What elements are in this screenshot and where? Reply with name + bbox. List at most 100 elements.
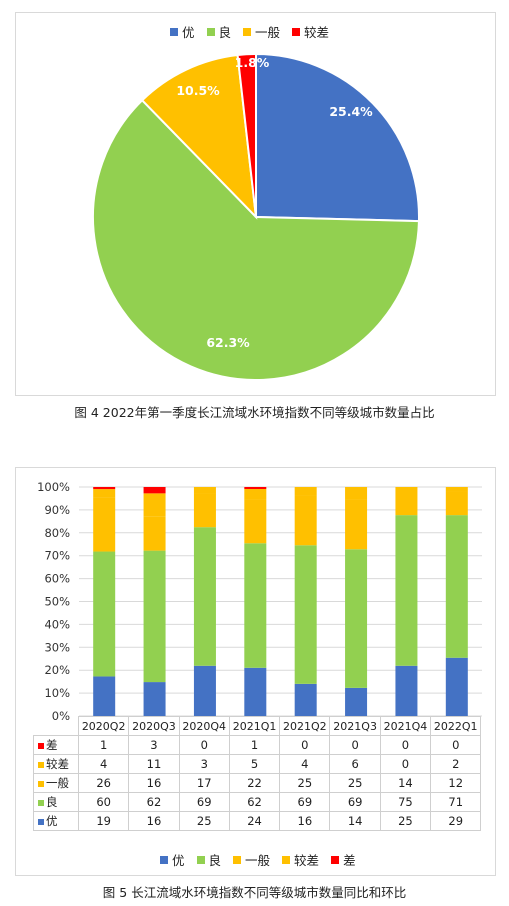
table-cell: 14: [329, 811, 381, 831]
table-row-name: 较差: [46, 757, 69, 771]
pie-legend-label: 良: [218, 25, 232, 40]
table-cell: 0: [379, 735, 432, 755]
table-cell: 2: [430, 754, 482, 774]
pie-chart: 25.4% 62.3% 10.5% 1.8%: [92, 52, 420, 381]
y-tick-label: 80%: [44, 526, 70, 540]
pie-slice: [92, 98, 420, 381]
bar-segment: [294, 545, 317, 684]
table-cell: 69: [279, 792, 331, 812]
table-row-swatch: [38, 761, 44, 768]
pie-legend-label: 较差: [304, 25, 330, 40]
y-tick-label: 0%: [52, 709, 70, 720]
y-tick-label: 100%: [37, 480, 70, 494]
pie-legend: 优 良 一般 较差: [170, 22, 329, 41]
table-row-label: 良: [33, 792, 79, 812]
table-row: 较差 4 11 3 5 4 6 0 2: [33, 754, 482, 774]
pie-data-label: 10.5%: [176, 83, 220, 98]
table-row-name: 一般: [46, 776, 69, 790]
bar-segment: [445, 487, 468, 492]
table-cell: 16: [279, 811, 331, 831]
bar-segment: [294, 487, 317, 496]
table-cell: 25: [329, 773, 381, 793]
table-cell: 69: [329, 792, 381, 812]
bar-segment: [395, 665, 418, 716]
table-cell: 11: [128, 754, 180, 774]
table-row-swatch: [38, 799, 44, 806]
pie-legend-swatch: [170, 27, 178, 36]
table-cell: 14: [379, 773, 432, 793]
table-cell: 3: [178, 754, 230, 774]
table-cell: 29: [430, 811, 482, 831]
table-cell: 0: [329, 735, 381, 755]
bar-segment: [345, 487, 368, 500]
bar-segment: [244, 543, 267, 668]
table-cell: 25: [178, 811, 230, 831]
table-cell: 26: [77, 773, 130, 793]
pie-data-label: 62.3%: [206, 335, 250, 350]
data-table: 2020Q2 2020Q3 2020Q4 2021Q1 2021Q2 2021Q3 2021…: [33, 716, 482, 831]
table-row-swatch: [38, 818, 44, 825]
bar-legend-swatch: [196, 855, 205, 864]
x-tick-label: 2021Q2: [279, 716, 331, 736]
table-row-name: 差: [46, 738, 58, 752]
bar-legend-item: 差: [331, 850, 356, 869]
table-cell: 69: [178, 792, 230, 812]
bar-segment: [445, 657, 468, 716]
table-cell: 4: [279, 754, 331, 774]
bar-segment: [143, 487, 166, 494]
pie-legend-item: 一般: [243, 22, 280, 41]
pie-slice: [236, 52, 257, 218]
pie-slice: [140, 53, 258, 220]
pie-data-label: 1.8%: [235, 55, 270, 70]
x-tick-label: 2021Q4: [379, 716, 432, 736]
pie-legend-label: 优: [182, 25, 195, 40]
bar-segment: [345, 687, 368, 716]
bar-segment: [93, 489, 116, 498]
bar-legend-swatch: [160, 855, 168, 864]
table-cell: 60: [77, 792, 130, 812]
bar-legend-item: 优: [160, 850, 185, 869]
table-row-swatch: [38, 780, 44, 787]
y-tick-label: 90%: [44, 503, 70, 517]
table-cell: 25: [379, 811, 432, 831]
bar-segment: [244, 499, 267, 544]
pie-legend-item: 较差: [292, 22, 329, 41]
bar-segment: [345, 549, 368, 688]
pie-legend-swatch: [206, 27, 215, 36]
bar-legend-item: 较差: [282, 850, 319, 869]
table-cell: 1: [77, 735, 130, 755]
bar-segment: [143, 550, 166, 683]
table-row: 良 60 62 69 62 69 69 75 71: [33, 792, 482, 812]
bar-segment: [193, 527, 216, 666]
bar-segment: [395, 515, 418, 666]
table-corner: [33, 716, 79, 736]
table-cell: 71: [430, 792, 482, 812]
table-cell: 16: [128, 811, 180, 831]
bar-segment: [294, 683, 317, 716]
y-tick-label: 20%: [44, 663, 70, 677]
bar-segment: [93, 487, 116, 490]
pie-data-label: 25.4%: [329, 104, 373, 119]
table-row-name: 优: [46, 814, 58, 828]
pie-legend-swatch: [243, 27, 252, 36]
table-cell: 0: [279, 735, 331, 755]
table-cell: 0: [379, 754, 432, 774]
bar-legend-item: 一般: [233, 850, 270, 869]
table-row-label: 差: [33, 735, 79, 755]
bar-segment: [93, 497, 116, 552]
bar-segment: [244, 667, 267, 716]
x-tick-label: 2020Q2: [77, 716, 130, 736]
table-cell: 62: [228, 792, 281, 812]
pie-legend-item: 良: [206, 22, 232, 41]
bar-legend: 优 良 一般 较差 差: [160, 850, 356, 869]
table-row-label: 一般: [33, 773, 79, 793]
pie-slice: [255, 52, 420, 223]
stacked-bar-chart: 0% 10% 20% 30% 40% 50% 60% 70% 80% 90% 100%: [37, 480, 482, 720]
bar-segment: [345, 499, 368, 550]
table-cell: 25: [279, 773, 331, 793]
table-cell: 3: [128, 735, 180, 755]
pie-legend-label: 一般: [255, 25, 281, 40]
table-cell: 17: [178, 773, 230, 793]
pie-legend-swatch: [292, 27, 301, 36]
